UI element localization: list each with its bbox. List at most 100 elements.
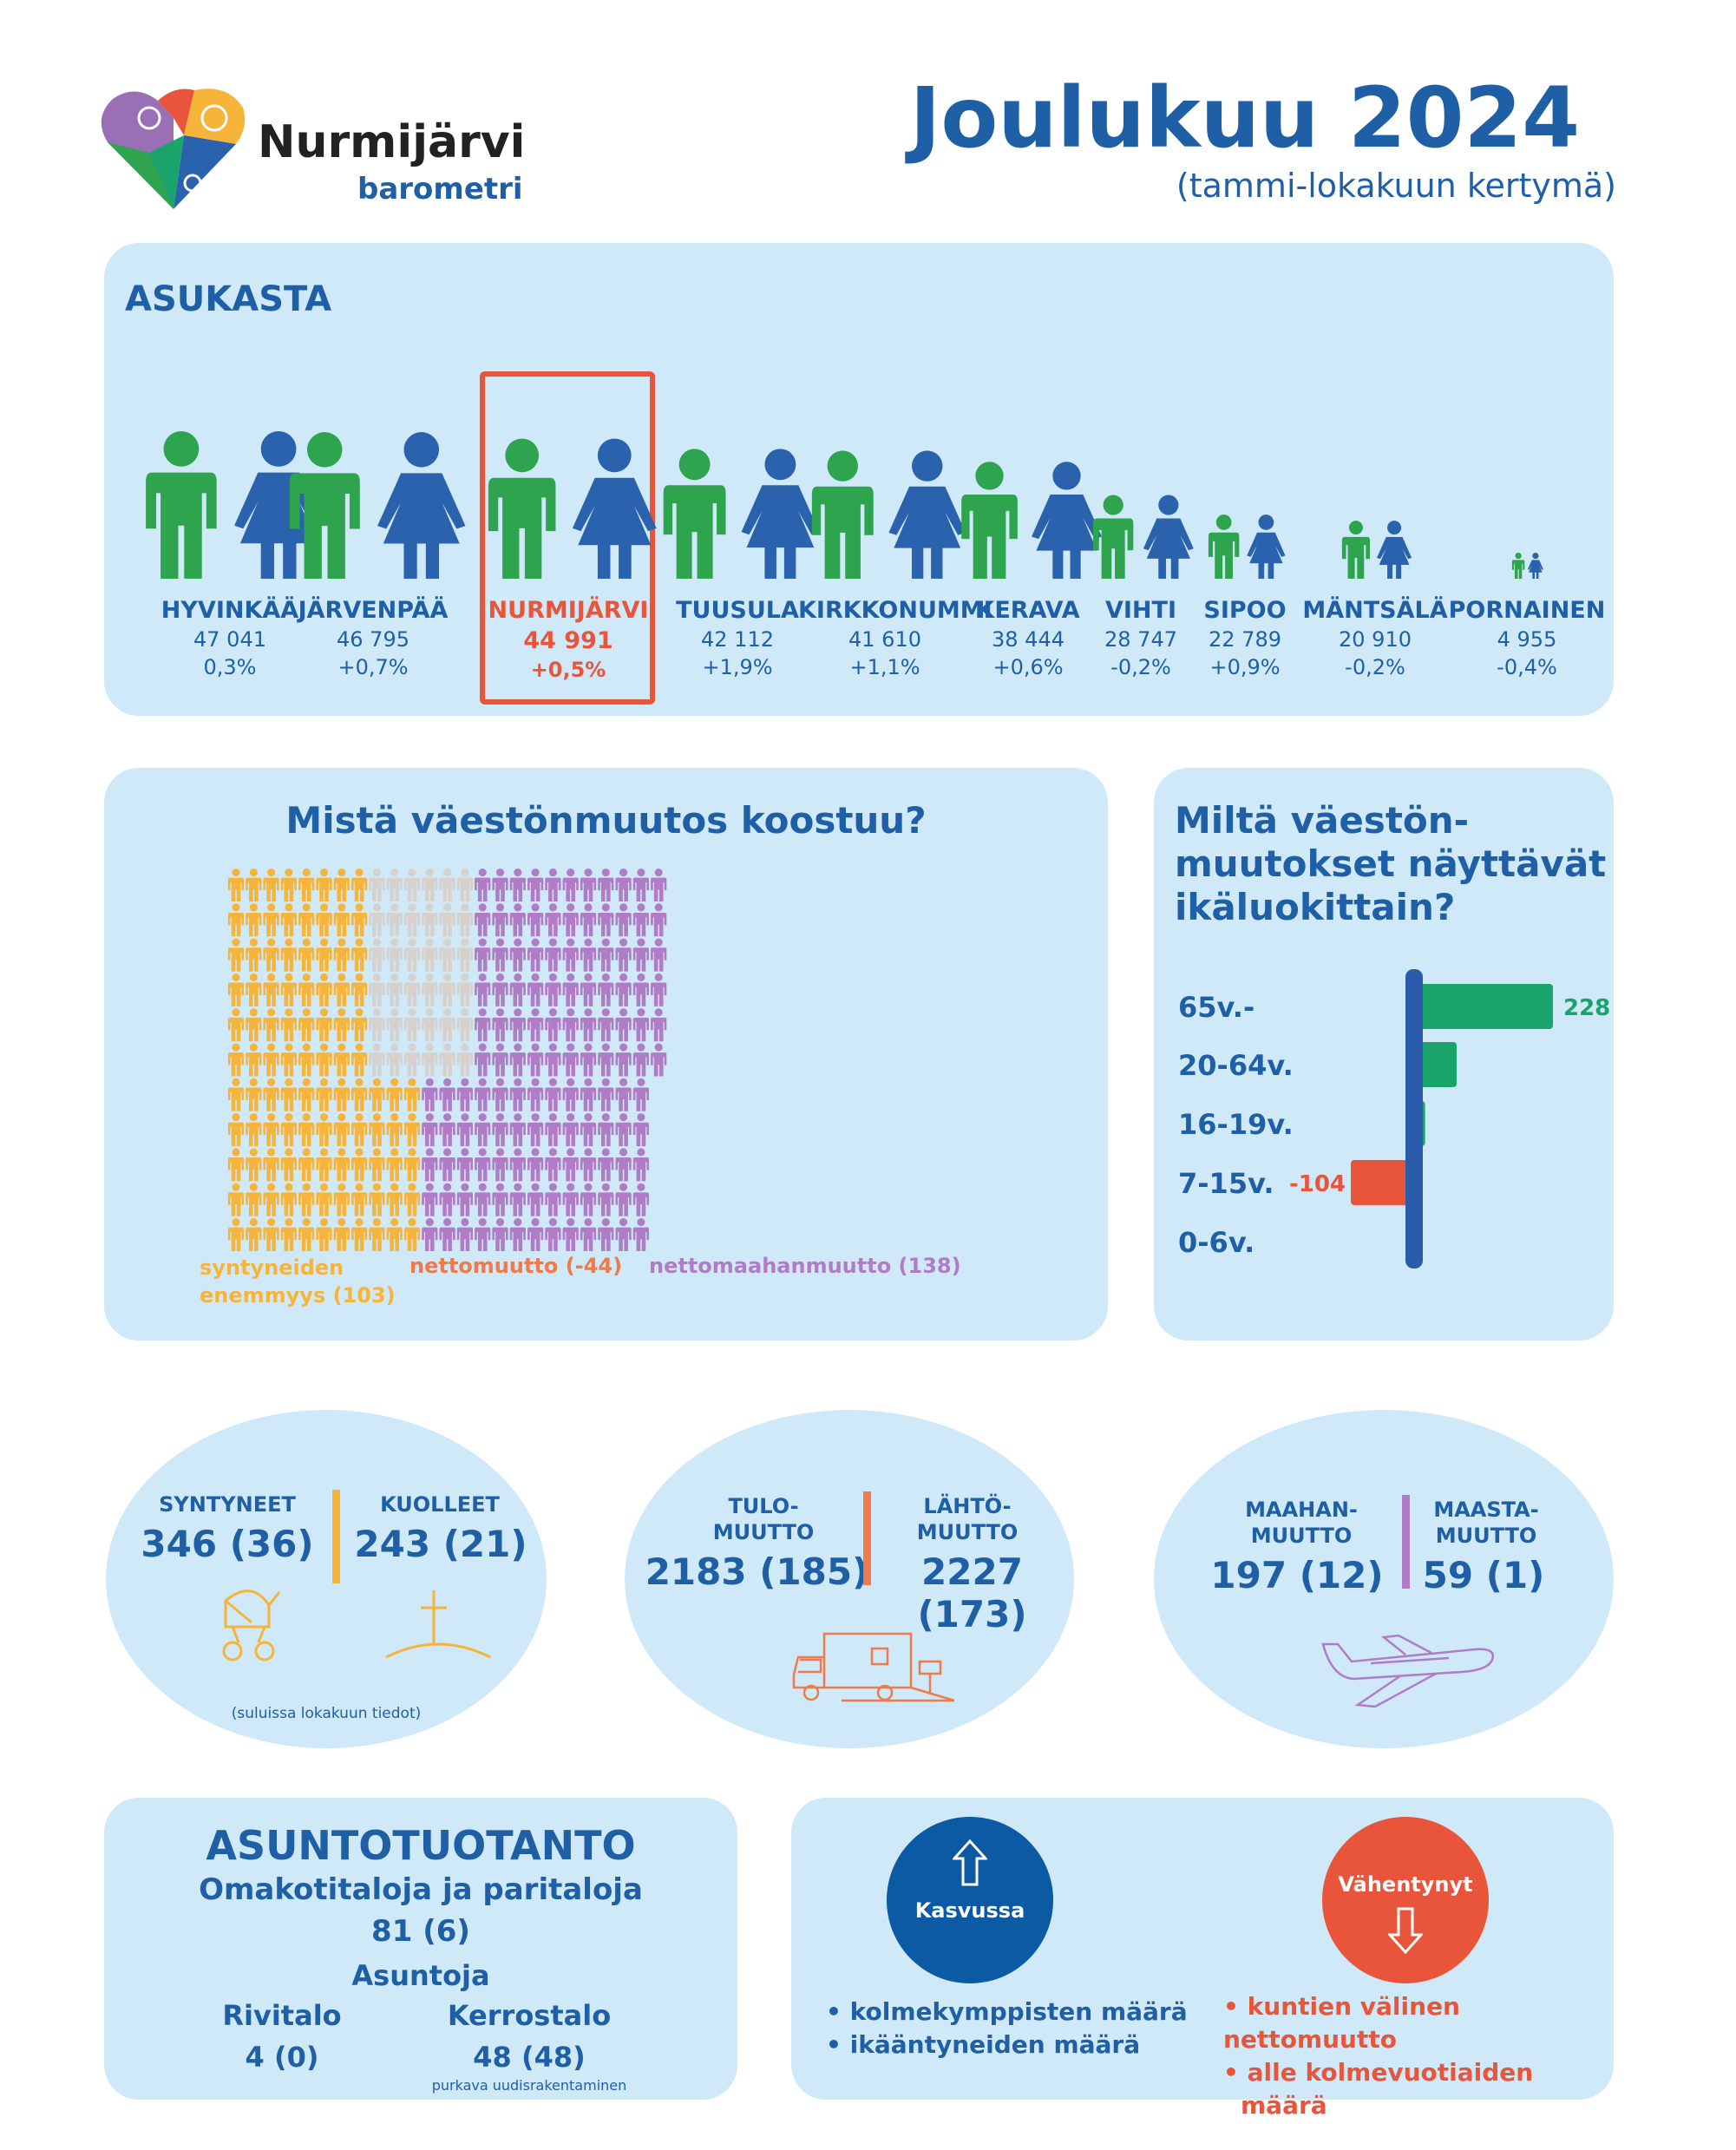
person-icon <box>492 903 508 937</box>
person-icon <box>386 1183 403 1216</box>
municipality-label: MÄNTSÄLÄ 20 910 -0,2% <box>1297 597 1453 679</box>
municipality-label: KERAVA 38 444 +0,6% <box>959 597 1097 679</box>
municipality-label: NURMIJÄRVI 44 991 +0,5% <box>477 597 659 682</box>
municipality-label: PORNAINEN 4 955 -0,4% <box>1444 597 1609 679</box>
person-icon <box>562 869 579 901</box>
person-icon <box>456 1008 474 1042</box>
person-icon <box>580 1008 597 1042</box>
person-icon <box>246 1183 262 1216</box>
births-deaths-divider <box>332 1490 340 1583</box>
person-icon <box>386 1148 403 1182</box>
person-icon <box>422 1078 438 1111</box>
person-icon <box>475 869 491 901</box>
in-migration-label-2: MUUTTO <box>712 1520 815 1544</box>
person-icon <box>562 1078 579 1111</box>
person-icon <box>350 973 368 1006</box>
age-category-label: 7-15v. <box>1178 1167 1274 1200</box>
person-icon <box>386 1043 403 1077</box>
decrease-circle: Vähentynyt <box>1322 1817 1489 1983</box>
person-icon <box>651 938 667 972</box>
person-icon <box>422 1113 438 1147</box>
person-icon <box>492 1183 508 1216</box>
person-icon <box>280 1218 298 1251</box>
person-icon <box>246 1078 262 1111</box>
person-icon <box>316 869 332 901</box>
municipality-figures <box>811 450 966 579</box>
person-icon <box>403 903 421 937</box>
immigration-label-2: MUUTTO <box>1250 1524 1353 1548</box>
person-icon <box>492 1113 508 1147</box>
person-icon <box>280 1078 298 1111</box>
composition-title: Mistä väestönmuutos koostuu? <box>285 799 927 842</box>
municipality-change: +1,1% <box>849 655 920 679</box>
person-icon <box>580 1148 597 1182</box>
person-icon <box>403 1218 421 1251</box>
person-icon <box>246 1008 262 1042</box>
nurmijarvi-highlight-box <box>480 371 655 705</box>
person-icon <box>651 1043 667 1077</box>
person-icon <box>562 1183 579 1216</box>
person-icon <box>333 973 350 1006</box>
person-icon <box>475 973 491 1006</box>
person-icon <box>475 1078 491 1111</box>
person-icon <box>545 1043 561 1077</box>
person-icon <box>298 869 315 901</box>
municipality-figures <box>663 449 820 579</box>
person-icon <box>422 1218 438 1251</box>
legend-netmigration: nettomuutto (-44) <box>409 1254 623 1278</box>
person-icon <box>615 938 632 972</box>
person-icon <box>316 1043 332 1077</box>
municipality-name: MÄNTSÄLÄ <box>1302 597 1448 624</box>
decrease-list: • kuntien välinen nettomuutto • alle kol… <box>1223 1990 1614 2122</box>
person-icon <box>632 1148 650 1182</box>
municipality-change: -0,2% <box>1110 655 1171 679</box>
municipality-name: KERAVA <box>976 597 1080 624</box>
person-icon <box>227 1113 245 1147</box>
person-icon <box>598 903 614 937</box>
person-icon <box>369 903 385 937</box>
person-icon <box>632 1008 650 1042</box>
person-icon <box>615 973 632 1006</box>
births-value: 346 (36) <box>141 1523 314 1565</box>
person-icon <box>263 973 279 1006</box>
person-icon <box>350 1043 368 1077</box>
person-icon <box>227 1078 245 1111</box>
person-icon <box>475 1043 491 1077</box>
person-icon <box>632 973 650 1006</box>
person-icon <box>386 1113 403 1147</box>
person-icon <box>492 938 508 972</box>
person-icon <box>492 869 508 901</box>
person-icon <box>439 1008 455 1042</box>
migration-divider <box>863 1491 871 1585</box>
airplane-icon <box>1321 1634 1495 1708</box>
person-icon <box>422 1183 438 1216</box>
person-icon <box>350 1078 368 1111</box>
municipality-change: 0,3% <box>203 655 257 679</box>
person-icon <box>580 973 597 1006</box>
person-icon <box>298 1218 315 1251</box>
heart-logo-icon <box>101 88 246 209</box>
age-title-line3: ikäluokittain? <box>1175 886 1456 928</box>
person-icon <box>298 1148 315 1182</box>
municipality-figures <box>1511 553 1543 579</box>
trends-panel: Kasvussa Vähentynyt • kolmekymppisten mä… <box>791 1798 1614 2120</box>
age-panel: Miltä väestön- muutokset näyttävät ikälu… <box>1154 768 1614 1340</box>
person-icon <box>439 1113 455 1147</box>
person-icon <box>545 1218 561 1251</box>
person-icon <box>280 1113 298 1147</box>
person-icon <box>545 869 561 901</box>
person-icon <box>632 1078 650 1111</box>
person-icon <box>369 1183 385 1216</box>
person-icon <box>509 1218 526 1251</box>
municipality-change: +0,5% <box>530 658 606 682</box>
municipality-change: +0,7% <box>337 655 409 679</box>
person-icon <box>263 938 279 972</box>
person-icon <box>598 869 614 901</box>
parentheses-note: (suluissa lokakuun tiedot) <box>231 1705 422 1722</box>
arrow-up-icon <box>953 1839 987 1886</box>
person-icon <box>562 1148 579 1182</box>
person-icon <box>246 1043 262 1077</box>
immigration-label: MAAHAN- MUUTTO <box>1215 1497 1388 1549</box>
person-icon <box>492 1008 508 1042</box>
person-icon <box>509 973 526 1006</box>
